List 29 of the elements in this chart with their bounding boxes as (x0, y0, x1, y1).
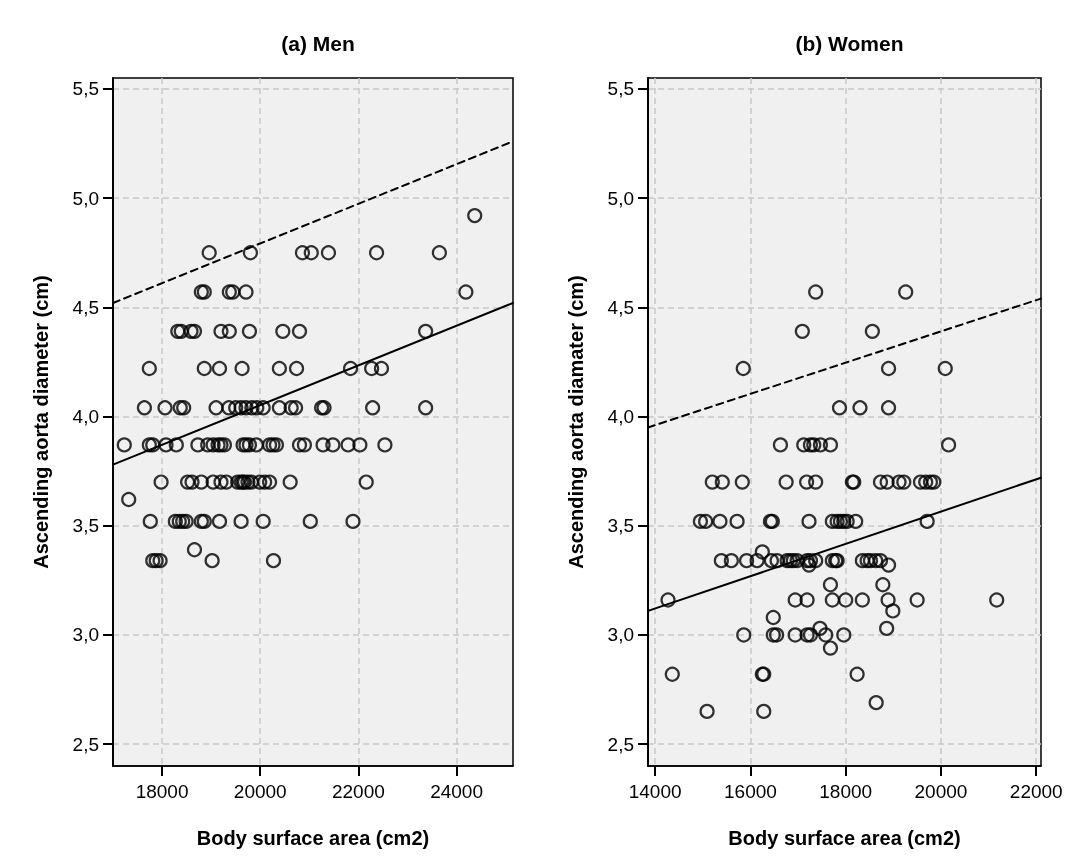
y-tick-label: 3,5 (72, 515, 99, 537)
chart-title: (b) Women (795, 32, 904, 55)
y-axis-title: Ascending aorta diameter (cm) (30, 275, 52, 569)
y-tick-label: 3,0 (607, 624, 634, 646)
y-tick-label: 5,5 (607, 78, 634, 100)
y-tick-label: 2,5 (72, 733, 99, 755)
x-axis-title: Body surface area (cm2) (196, 827, 430, 849)
y-tick-label: 3,0 (72, 624, 99, 646)
x-tick-label: 16000 (724, 781, 777, 802)
x-tick-label: 18000 (819, 781, 873, 802)
y-tick-label: 4,5 (607, 296, 634, 318)
x-tick-label: 14000 (628, 781, 682, 802)
y-tick-label: 4,5 (72, 296, 99, 318)
y-tick-label: 5,0 (72, 187, 99, 209)
y-tick-label: 4,0 (607, 406, 634, 428)
y-tick-label: 3,5 (607, 515, 634, 537)
x-axis-title: Body surface area (cm2) (728, 827, 961, 849)
x-tick-label: 24000 (430, 781, 483, 802)
chart-title: (a) Men (281, 32, 355, 55)
y-tick-label: 5,0 (607, 187, 634, 209)
x-tick-label: 18000 (135, 781, 189, 802)
x-tick-label: 22000 (331, 781, 385, 802)
y-axis-title: Ascending aorta diamater (cm) (565, 275, 587, 569)
y-tick-label: 2,5 (607, 733, 634, 755)
y-tick-label: 5,5 (72, 78, 99, 100)
x-tick-label: 22000 (1009, 781, 1063, 802)
x-tick-label: 20000 (914, 781, 968, 802)
x-tick-label: 20000 (233, 781, 287, 802)
y-tick-label: 4,0 (72, 406, 99, 428)
